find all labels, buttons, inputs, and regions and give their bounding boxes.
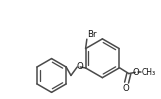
Text: O: O [76,62,83,71]
Text: O: O [123,84,129,93]
Text: Br: Br [87,30,97,39]
Text: O: O [133,68,139,77]
Text: CH₃: CH₃ [141,68,155,77]
